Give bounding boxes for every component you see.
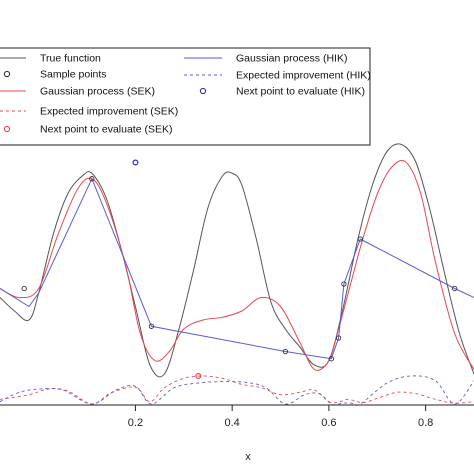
sample-point (21, 285, 27, 292)
sample-point (335, 335, 342, 341)
sample-point (148, 323, 155, 329)
x-tick-label: 0.8 (418, 417, 433, 429)
sample-point (89, 176, 95, 182)
legend-marker (3, 70, 11, 78)
legend-entry: Expected improvement (HIK) (184, 70, 371, 82)
sample-point (341, 281, 347, 287)
legend-entry: Gaussian process (HIK) (184, 53, 347, 65)
legend-entry: Next point to evaluate (HIK) (199, 86, 365, 98)
legend-label: Expected improvement (HIK) (236, 70, 371, 82)
legend-label: Gaussian process (HIK) (236, 53, 347, 65)
legend-entry: Sample points (3, 69, 107, 81)
legend-entry: Expected improvement (SEK) (0, 106, 178, 118)
legend-entry: Next point to evaluate (SEK) (3, 124, 173, 136)
legend-label: True function (40, 53, 101, 65)
legend-label: Expected improvement (SEK) (40, 106, 178, 118)
series-line-gaussian-process-hik (0, 177, 474, 360)
legend-box (0, 47, 371, 146)
x-tick-label: 0.4 (225, 417, 240, 429)
legend-label: Gaussian process (SEK) (40, 86, 155, 98)
x-tick-label: 0.6 (321, 417, 336, 429)
sample-point (328, 356, 334, 362)
legend-entry: True function (0, 53, 101, 65)
legend-label: Next point to evaluate (SEK) (40, 124, 173, 136)
next-point-sek-marker (195, 373, 202, 380)
x-axis-label: x (245, 451, 251, 463)
sample-point (452, 285, 458, 292)
legend-label: Sample points (40, 69, 107, 81)
plot-area (0, 143, 474, 406)
legend-marker (3, 125, 11, 133)
legend-marker (199, 87, 207, 95)
x-tick-label: 0.2 (128, 417, 143, 429)
x-axis: 0.2 0.4 0.6 0.8 (0, 404, 474, 429)
legend: True function Sample points Gaussian proce… (0, 47, 371, 146)
sample-point (282, 348, 289, 355)
sample-point (357, 236, 363, 242)
series-line-true-function (0, 143, 474, 378)
next-point-hik-marker (132, 159, 139, 166)
legend-label: Next point to evaluate (HIK) (236, 86, 365, 98)
legend-entry: Gaussian process (SEK) (0, 86, 155, 98)
